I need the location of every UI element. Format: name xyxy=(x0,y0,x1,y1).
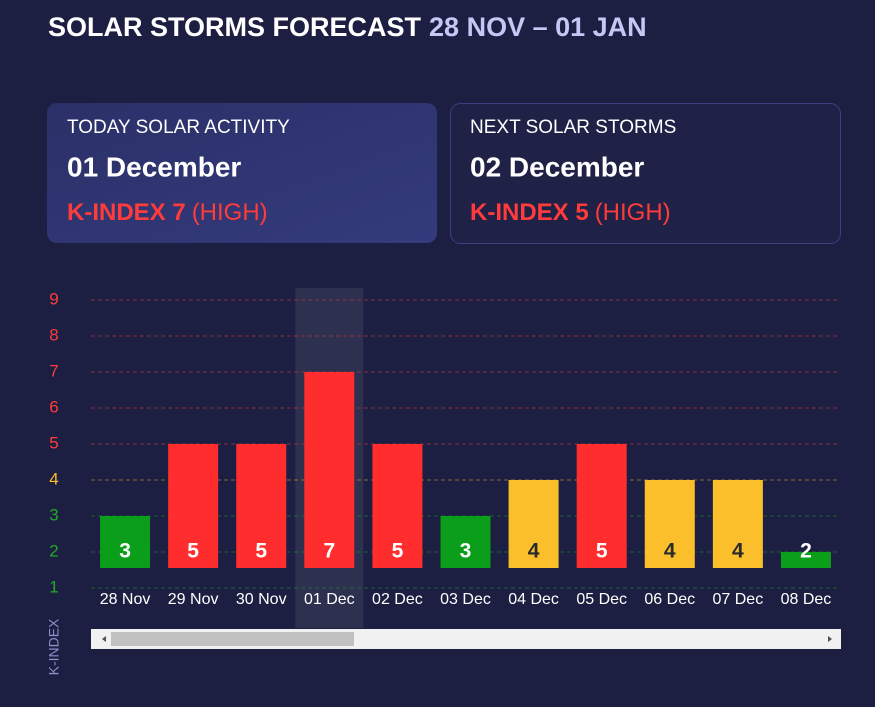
bar xyxy=(236,444,287,568)
bar xyxy=(644,480,695,568)
x-tick-label: 06 Dec xyxy=(644,591,695,608)
x-tick-label: 04 Dec xyxy=(508,591,559,608)
bar-value-label: 7 xyxy=(323,540,335,563)
bar xyxy=(576,444,627,568)
y-tick-label: 5 xyxy=(49,433,58,452)
card-date: 02 December xyxy=(470,151,644,182)
scroll-thumb[interactable] xyxy=(111,632,354,646)
card-label: TODAY SOLAR ACTIVITY xyxy=(67,117,290,138)
x-tick-label: 28 Nov xyxy=(100,591,151,608)
x-tick-label: 29 Nov xyxy=(168,591,219,608)
bar xyxy=(372,444,423,568)
title-line: SOLAR STORMS FORECAST 28 NOV – 01 JAN xyxy=(48,12,647,42)
x-tick-label: 01 Dec xyxy=(304,591,355,608)
bar-value-label: 3 xyxy=(460,540,472,563)
bar-value-label: 4 xyxy=(732,540,744,563)
card-level: (HIGH) xyxy=(595,199,671,226)
card-kindex: K-INDEX 7 xyxy=(67,199,186,226)
x-tick-label: 03 Dec xyxy=(440,591,491,608)
bar-value-label: 3 xyxy=(119,540,131,563)
x-tick-label: 05 Dec xyxy=(576,591,627,608)
x-tick-label: 08 Dec xyxy=(781,591,832,608)
bar xyxy=(100,516,151,568)
y-tick-label: 7 xyxy=(49,361,58,380)
bar-value-label: 5 xyxy=(255,540,267,563)
bar xyxy=(440,516,491,568)
bar-value-label: 4 xyxy=(664,540,676,563)
y-tick-label: 1 xyxy=(49,577,58,596)
scroll-left[interactable] xyxy=(102,636,106,642)
bar-value-label: 5 xyxy=(392,540,404,563)
card xyxy=(450,103,841,244)
bar-value-label: 5 xyxy=(596,540,608,563)
card-date: 01 December xyxy=(67,151,241,182)
bar xyxy=(168,444,219,568)
bar xyxy=(304,372,355,568)
y-tick-label: 8 xyxy=(49,325,58,344)
y-tick-label: 3 xyxy=(49,505,58,524)
bar xyxy=(508,480,559,568)
x-tick-label: 02 Dec xyxy=(372,591,423,608)
y-axis-label: K-INDEX xyxy=(46,618,62,675)
card-kindex-line: K-INDEX 5 (HIGH) xyxy=(470,199,671,226)
bar xyxy=(712,480,763,568)
bar-value-label: 5 xyxy=(187,540,199,563)
card-label: NEXT SOLAR STORMS xyxy=(470,117,676,138)
card-kindex-line: K-INDEX 7 (HIGH) xyxy=(67,199,268,226)
y-tick-label: 2 xyxy=(49,541,58,560)
bar-value-label: 2 xyxy=(800,540,812,563)
y-tick-label: 4 xyxy=(49,469,58,488)
date-range: 28 NOV – 01 JAN xyxy=(429,12,647,42)
card-kindex: K-INDEX 5 xyxy=(470,199,589,226)
y-tick-label: 9 xyxy=(49,289,58,308)
x-tick-label: 30 Nov xyxy=(236,591,287,608)
y-tick-label: 6 xyxy=(49,397,58,416)
scroll-right[interactable] xyxy=(828,636,832,642)
bar xyxy=(780,552,831,568)
title: SOLAR STORMS FORECAST xyxy=(48,12,422,42)
card xyxy=(47,103,437,243)
x-tick-label: 07 Dec xyxy=(713,591,764,608)
bar-value-label: 4 xyxy=(528,540,540,563)
card-level: (HIGH) xyxy=(192,199,268,226)
